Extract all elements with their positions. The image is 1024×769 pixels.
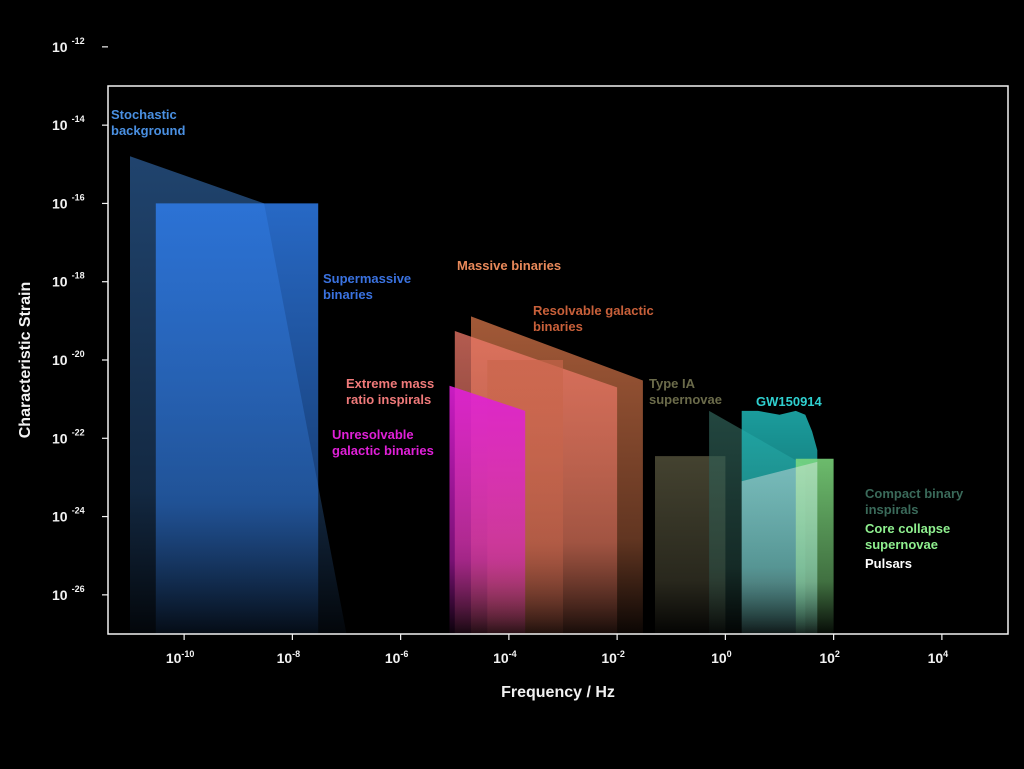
x-tick-label: 10-4 <box>493 649 517 666</box>
series-labels: Stochastic background Supermassive binaries… <box>111 107 964 571</box>
region-type-ia-supernovae <box>655 456 726 634</box>
x-tick-label: 10-6 <box>385 649 409 666</box>
label-type-ia-supernovae: Type IA supernovae <box>649 376 722 407</box>
x-tick-label: 10-2 <box>601 649 625 666</box>
source-regions <box>130 156 834 635</box>
y-tick-label: 10 -14 <box>52 114 85 133</box>
y-axis-ticks: 10-12 10-14 10-16 10-18 10-20 10-22 10-24 10-26 <box>52 36 108 603</box>
label-pulsars: Pulsars <box>865 556 912 571</box>
label-core-collapse-supernovae: Core collapse supernovae <box>865 521 950 552</box>
x-axis-title: Frequency / Hz <box>501 684 615 701</box>
y-tick-label: 10 -16 <box>52 192 85 211</box>
x-tick-label: 10-10 <box>166 649 195 666</box>
label-stochastic-background: Stochastic background <box>111 107 185 138</box>
x-tick-label: 104 <box>928 649 949 666</box>
x-tick-label: 10-8 <box>277 649 301 666</box>
label-unresolvable-galactic-binaries: Unresolvable galactic binaries <box>332 427 434 458</box>
x-tick-label: 102 <box>819 649 840 666</box>
y-tick-label: 10 -22 <box>52 427 85 446</box>
label-supermassive-binaries: Supermassive binaries <box>323 271 411 302</box>
y-tick-label: 10 -18 <box>52 271 85 290</box>
x-tick-label: 100 <box>711 649 732 666</box>
label-compact-binary-inspirals: Compact binary inspirals <box>865 486 964 517</box>
y-tick-label: 10 -12 <box>52 36 85 55</box>
y-tick-label: 10 -24 <box>52 506 85 525</box>
label-resolvable-galactic-binaries: Resolvable galactic binaries <box>533 303 654 334</box>
y-tick-label: 10 -20 <box>52 349 85 368</box>
y-tick-label: 10 -26 <box>52 584 85 603</box>
label-gw150914: GW150914 <box>756 394 823 409</box>
region-supermassive-binaries <box>155 203 319 634</box>
y-axis-title: Characteristic Strain <box>17 282 34 439</box>
label-massive-binaries: Massive binaries <box>457 258 561 273</box>
region-unresolvable-galactic-binaries <box>449 385 526 634</box>
label-extreme-mass-ratio-inspirals: Extreme mass ratio inspirals <box>346 376 434 407</box>
region-pulsars <box>741 461 818 634</box>
